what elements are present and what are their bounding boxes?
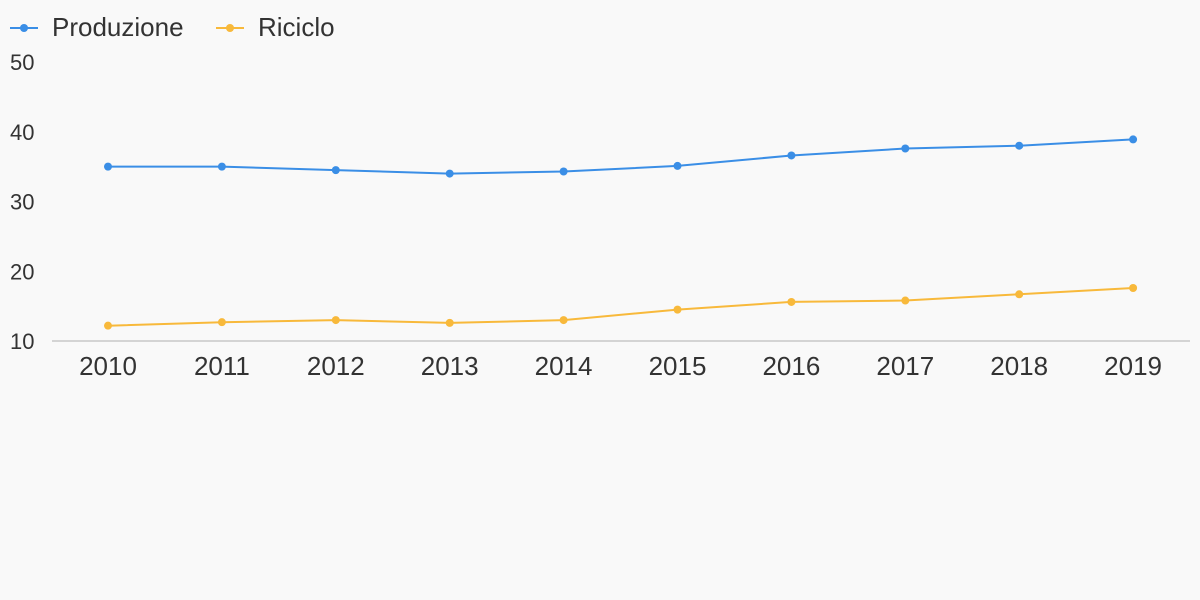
x-tick-label: 2018	[990, 351, 1048, 381]
data-point	[673, 161, 682, 170]
series-produzione	[104, 135, 1138, 178]
legend-label: Riciclo	[258, 12, 335, 42]
x-tick-label: 2013	[421, 351, 479, 381]
series-line	[108, 138, 1134, 175]
x-tick-label: 2017	[876, 351, 934, 381]
data-point	[559, 316, 568, 325]
x-tick-label: 2014	[535, 351, 593, 381]
data-point	[217, 162, 226, 171]
x-tick-label: 2019	[1104, 351, 1162, 381]
x-axis: 2010 2011 2012 2013 2014 2015 2016 2017 2018 2019	[52, 340, 1190, 381]
legend-swatch-marker	[20, 24, 28, 32]
series-riciclo	[104, 283, 1138, 330]
data-point	[1015, 290, 1024, 299]
data-point	[1129, 283, 1138, 292]
data-point	[787, 297, 796, 306]
data-point	[331, 166, 340, 175]
legend-item-produzione: Produzione	[10, 12, 184, 42]
x-tick-label: 2010	[79, 351, 137, 381]
data-point	[901, 144, 910, 153]
y-tick-label: 10	[10, 329, 34, 354]
legend-item-riciclo: Riciclo	[216, 12, 335, 42]
data-point	[445, 169, 454, 178]
data-point	[787, 151, 796, 160]
data-point	[1015, 141, 1024, 150]
series-line	[107, 287, 1134, 327]
y-axis: 10 20 30 40 50	[10, 50, 34, 354]
legend: Produzione Riciclo	[10, 12, 335, 42]
data-point	[559, 167, 568, 176]
data-point	[901, 296, 910, 305]
x-tick-label: 2012	[307, 351, 365, 381]
data-point	[1129, 135, 1138, 144]
y-tick-label: 50	[10, 50, 34, 75]
y-tick-label: 40	[10, 120, 34, 145]
data-point	[673, 305, 682, 314]
legend-swatch-marker	[226, 24, 234, 32]
x-tick-label: 2015	[649, 351, 707, 381]
data-point	[331, 316, 340, 325]
x-tick-label: 2016	[762, 351, 820, 381]
data-point	[217, 318, 226, 327]
data-point	[445, 318, 454, 327]
x-tick-label: 2011	[194, 351, 250, 381]
data-point	[104, 162, 112, 171]
legend-label: Produzione	[52, 12, 184, 42]
data-point	[104, 321, 112, 330]
y-tick-label: 20	[10, 259, 34, 284]
series-layer	[104, 135, 1138, 330]
y-tick-label: 30	[10, 190, 34, 215]
